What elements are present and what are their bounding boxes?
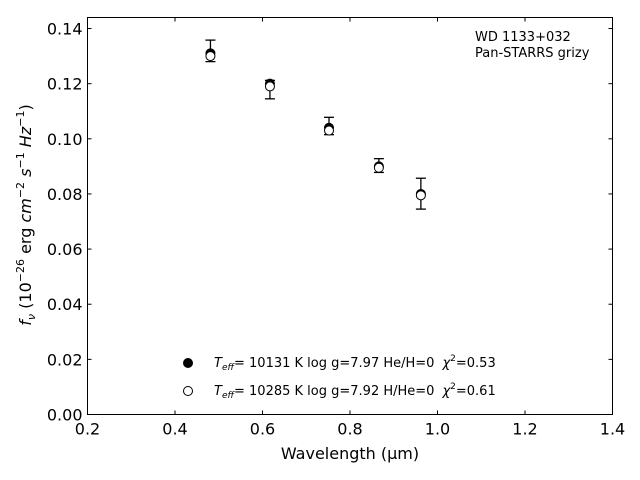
- open-point: [373, 162, 384, 173]
- x-tick-label: 0.8: [337, 420, 362, 439]
- y-axis-label: fν (10−26 erg cm−2 s−1 Hz−1): [14, 104, 38, 325]
- open-point: [264, 81, 275, 92]
- legend: Teff= 10131 K log g=7.97 He/H=0 χ2=0.53 T…: [183, 354, 496, 401]
- legend-entry-1: Teff= 10131 K log g=7.97 He/H=0 χ2=0.53: [214, 354, 496, 373]
- x-tick-label: 0.6: [250, 420, 275, 439]
- x-tick-label: 1.0: [425, 420, 450, 439]
- open-point: [205, 51, 216, 62]
- y-tick-label: 0.12: [47, 75, 83, 94]
- y-tick-label: 0.10: [47, 130, 83, 149]
- legend-marker-filled: [183, 358, 193, 368]
- open-point: [324, 125, 334, 136]
- y-tick-label: 0.00: [47, 406, 83, 425]
- y-tick-label: 0.04: [47, 295, 83, 314]
- annotation-line-1: WD 1133+032: [475, 30, 571, 45]
- y-tick-label: 0.02: [47, 350, 83, 369]
- axis-ticks: 0.2 0.4 0.6 0.8 1.0 1.2 1.4 0.00 0.02 0.04 0.06 0.0…: [47, 17, 625, 439]
- y-tick-label: 0.06: [47, 240, 83, 259]
- plot-frame: [87, 17, 613, 415]
- y-tick-label: 0.08: [47, 185, 83, 204]
- data-points: [205, 48, 426, 201]
- x-tick-label: 1.4: [600, 420, 625, 439]
- annotation-line-2: Pan-STARRS grizy: [475, 46, 590, 61]
- x-tick-label: 0.2: [75, 420, 100, 439]
- legend-marker-open: [183, 386, 193, 396]
- x-tick-label: 0.4: [162, 420, 187, 439]
- x-tick-label: 1.2: [512, 420, 537, 439]
- legend-entry-2: Teff= 10285 K log g=7.92 H/He=0 χ2=0.61: [214, 382, 496, 401]
- x-axis-label: Wavelength (μm): [281, 444, 419, 463]
- error-bars: [205, 39, 426, 210]
- y-tick-label: 0.14: [47, 20, 83, 39]
- open-point: [415, 190, 426, 201]
